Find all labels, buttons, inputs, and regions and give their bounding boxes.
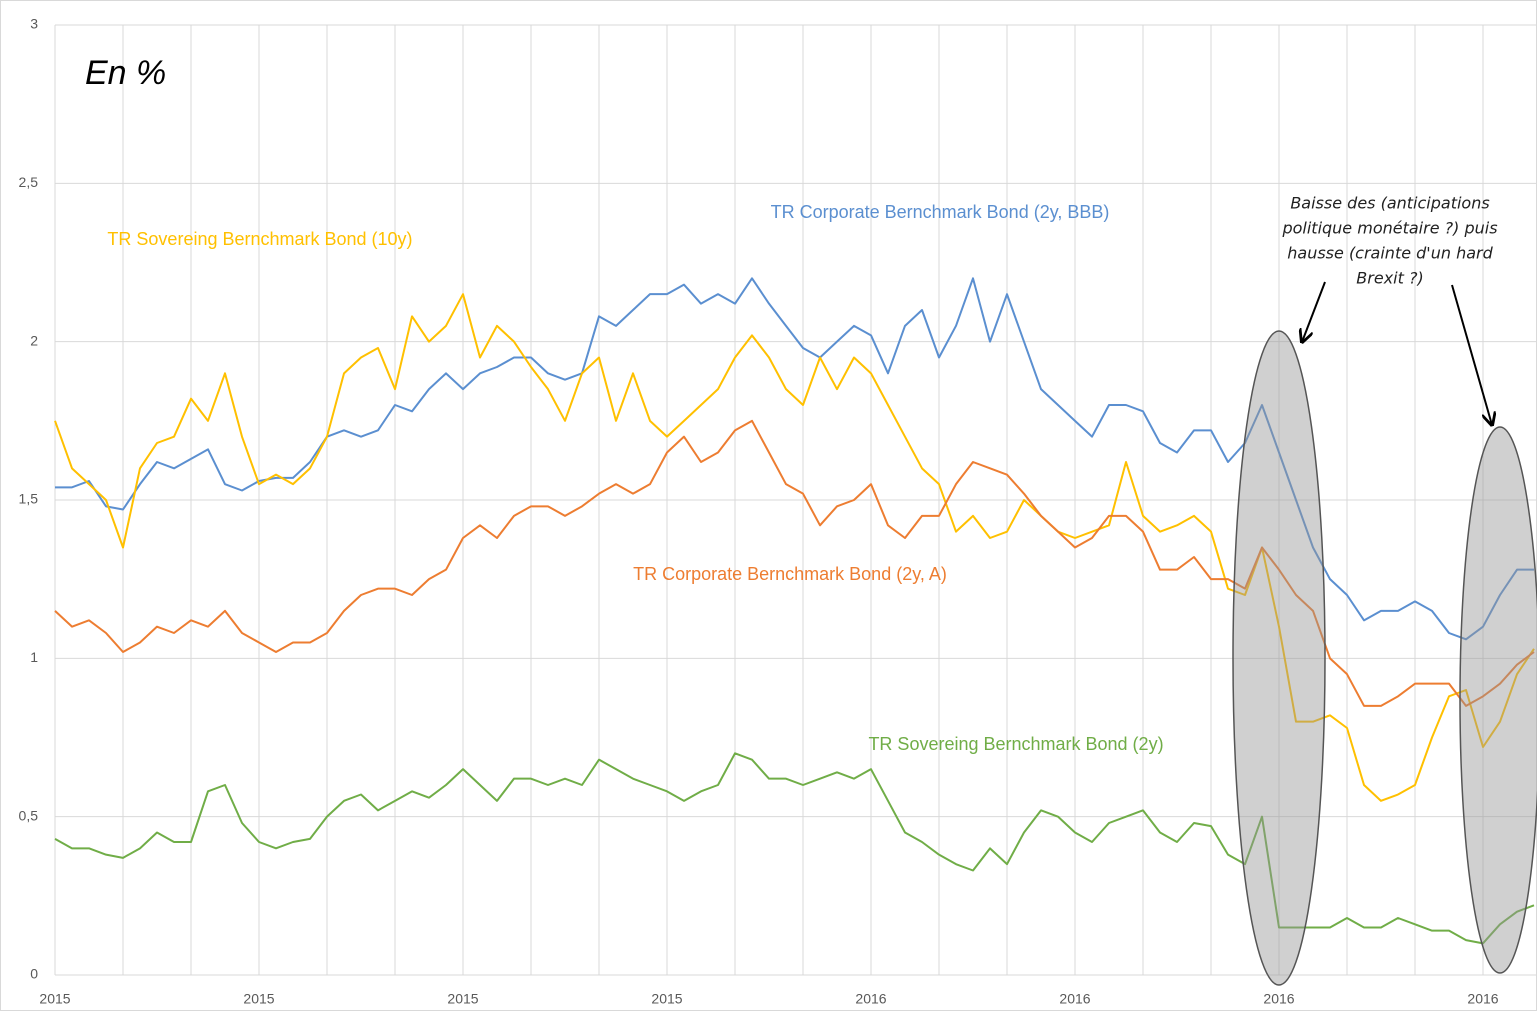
series-label: TR Sovereing Bernchmark Bond (10y) bbox=[107, 229, 412, 249]
arrow bbox=[1302, 281, 1326, 342]
y-tick-label: 1 bbox=[30, 649, 38, 665]
labels: TR Corporate Bernchmark Bond (2y, BBB) TR… bbox=[107, 194, 1537, 986]
annotation-line: hausse (crainte d'un hard bbox=[1287, 244, 1493, 263]
unit-label: En % bbox=[85, 54, 166, 92]
series-label: TR Sovereing Bernchmark Bond (2y) bbox=[868, 734, 1163, 754]
x-tick-label: 2015 bbox=[243, 991, 274, 1007]
series-line bbox=[55, 277, 1534, 641]
x-tick-label: 2016 bbox=[1263, 991, 1294, 1007]
lines bbox=[54, 277, 1535, 945]
x-tick-label: 2016 bbox=[1059, 991, 1090, 1007]
y-tick-label: 2 bbox=[30, 332, 38, 348]
annotation-line: politique monétaire ?) puis bbox=[1281, 219, 1497, 238]
x-tick-label: 2015 bbox=[39, 991, 70, 1007]
series-line bbox=[54, 752, 1535, 945]
y-tick-label: 0,5 bbox=[19, 807, 39, 823]
arrow bbox=[1451, 284, 1492, 425]
x-tick-label: 2016 bbox=[1467, 991, 1498, 1007]
highlight-ellipse bbox=[1459, 426, 1537, 974]
y-tick-label: 3 bbox=[30, 16, 38, 32]
series-line bbox=[54, 293, 1535, 802]
y-tick-label: 1,5 bbox=[19, 491, 39, 507]
x-tick-label: 2016 bbox=[855, 991, 886, 1007]
series-label: TR Corporate Bernchmark Bond (2y, BBB) bbox=[771, 202, 1110, 222]
series-label: TR Corporate Bernchmark Bond (2y, A) bbox=[633, 564, 947, 584]
x-tick-label: 2015 bbox=[651, 991, 682, 1007]
y-tick-label: 0 bbox=[30, 966, 38, 982]
annotation-line: Baisse des (anticipations bbox=[1290, 194, 1489, 213]
highlight-ellipse bbox=[1232, 330, 1326, 986]
series-line bbox=[54, 419, 1535, 707]
x-tick-label: 2015 bbox=[447, 991, 478, 1007]
annotation-line: Brexit ?) bbox=[1356, 269, 1423, 288]
y-tick-label: 2,5 bbox=[19, 174, 39, 190]
